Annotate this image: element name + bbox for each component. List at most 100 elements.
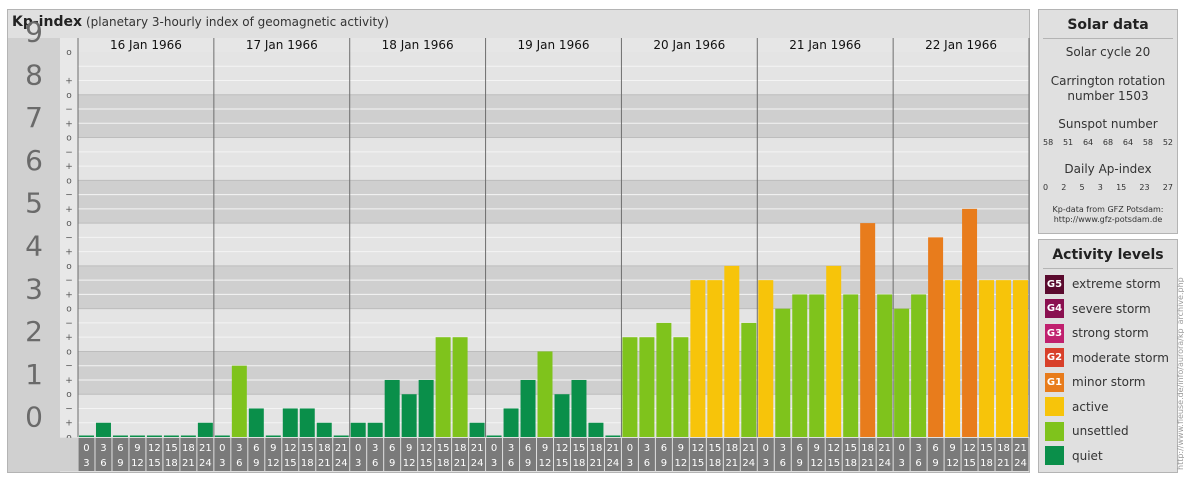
kp-bar <box>843 294 859 437</box>
minor-tick-label: o <box>66 48 72 58</box>
kp-bar <box>894 308 910 437</box>
interval-box <box>418 438 435 471</box>
interval-end-label: 15 <box>556 458 569 469</box>
solar-divider <box>1043 38 1173 39</box>
day-label: 18 Jan 1966 <box>382 38 454 52</box>
kp-bar <box>571 379 587 437</box>
y-tick-label: 6 <box>25 144 43 177</box>
interval-end-label: 3 <box>898 458 904 469</box>
interval-start-label: 0 <box>763 443 769 454</box>
interval-start-label: 6 <box>661 443 667 454</box>
kp-bar <box>656 322 672 437</box>
minor-tick-label: o <box>66 134 72 144</box>
interval-box <box>265 438 282 471</box>
minor-tick-label: − <box>65 404 73 414</box>
interval-box <box>146 438 163 471</box>
interval-start-label: 3 <box>780 443 786 454</box>
kp-bar <box>299 408 315 437</box>
interval-box <box>672 438 689 471</box>
interval-start-label: 18 <box>454 443 467 454</box>
day-label: 20 Jan 1966 <box>653 38 725 52</box>
interval-box <box>401 438 418 471</box>
kp-bar <box>690 280 706 437</box>
interval-start-label: 3 <box>915 443 921 454</box>
minor-tick-label: + <box>65 77 73 87</box>
kp-bar <box>350 422 366 437</box>
interval-start-label: 21 <box>335 443 348 454</box>
legend-item: G2 moderate storm <box>1045 347 1169 369</box>
interval-end-label: 21 <box>318 458 331 469</box>
interval-box <box>961 438 978 471</box>
interval-start-label: 0 <box>491 443 497 454</box>
kp-bar <box>860 223 876 437</box>
interval-start-label: 21 <box>878 443 891 454</box>
interval-box <box>791 438 808 471</box>
interval-box <box>214 438 231 471</box>
sunspot-value: 58 <box>1142 138 1154 147</box>
interval-end-label: 3 <box>627 458 633 469</box>
minor-tick-label: + <box>65 205 73 215</box>
kp-bar <box>180 435 196 437</box>
interval-box <box>95 438 112 471</box>
kp-bar <box>520 379 536 437</box>
ap-value: 3 <box>1097 183 1103 192</box>
activity-levels-panel: Activity levels G5 extreme storm G4 severe … <box>1038 239 1178 473</box>
interval-box <box>520 438 537 471</box>
interval-end-label: 15 <box>148 458 161 469</box>
interval-start-label: 15 <box>301 443 314 454</box>
interval-box <box>333 438 350 471</box>
kp-bar <box>452 337 468 437</box>
activity-levels-title: Activity levels <box>1052 247 1164 263</box>
grid-band <box>78 52 1029 95</box>
interval-end-label: 6 <box>644 458 650 469</box>
minor-tick-label: + <box>65 162 73 172</box>
interval-box <box>180 438 197 471</box>
interval-end-label: 15 <box>691 458 704 469</box>
minor-tick-label: o <box>66 219 72 229</box>
interval-end-label: 21 <box>997 458 1010 469</box>
minor-tick-label: o <box>66 305 72 315</box>
interval-start-label: 9 <box>678 443 684 454</box>
interval-start-label: 12 <box>691 443 704 454</box>
kp-bar <box>248 408 264 437</box>
interval-start-label: 3 <box>372 443 378 454</box>
kp-bar <box>1013 280 1028 437</box>
interval-end-label: 15 <box>284 458 297 469</box>
interval-box <box>163 438 180 471</box>
interval-box <box>927 438 944 471</box>
interval-start-label: 15 <box>165 443 178 454</box>
interval-end-label: 12 <box>403 458 416 469</box>
interval-start-label: 21 <box>471 443 484 454</box>
kp-bar <box>911 294 927 437</box>
interval-start-label: 6 <box>253 443 259 454</box>
kp-bar <box>622 337 638 437</box>
interval-box <box>740 438 757 471</box>
interval-box <box>910 438 927 471</box>
interval-end-label: 15 <box>420 458 433 469</box>
interval-end-label: 12 <box>539 458 552 469</box>
interval-end-label: 21 <box>182 458 195 469</box>
solar-data-panel: Solar data Solar cycle 20 Carrington rot… <box>1038 9 1178 234</box>
interval-box <box>944 438 961 471</box>
interval-box <box>757 438 774 471</box>
interval-box <box>299 438 316 471</box>
sunspot-value: 64 <box>1082 138 1094 147</box>
axis-corner <box>60 438 78 471</box>
sunspot-values: 58 51 64 68 64 58 52 <box>1043 138 1173 147</box>
source-line1: Kp-data from GFZ Potsdam: <box>1052 205 1164 214</box>
y-tick-label: 1 <box>25 358 43 391</box>
interval-start-label: 9 <box>134 443 140 454</box>
interval-end-label: 15 <box>827 458 840 469</box>
interval-start-label: 18 <box>318 443 331 454</box>
interval-start-label: 3 <box>100 443 106 454</box>
interval-box <box>774 438 791 471</box>
kp-bar <box>367 422 383 437</box>
interval-box <box>78 438 95 471</box>
legend-label: quiet <box>1072 448 1103 463</box>
day-label: 19 Jan 1966 <box>518 38 590 52</box>
kp-bar <box>537 351 553 437</box>
interval-box <box>452 438 469 471</box>
interval-start-label: 21 <box>1014 443 1027 454</box>
kp-bar <box>146 435 162 437</box>
minor-tick-label: o <box>66 347 72 357</box>
